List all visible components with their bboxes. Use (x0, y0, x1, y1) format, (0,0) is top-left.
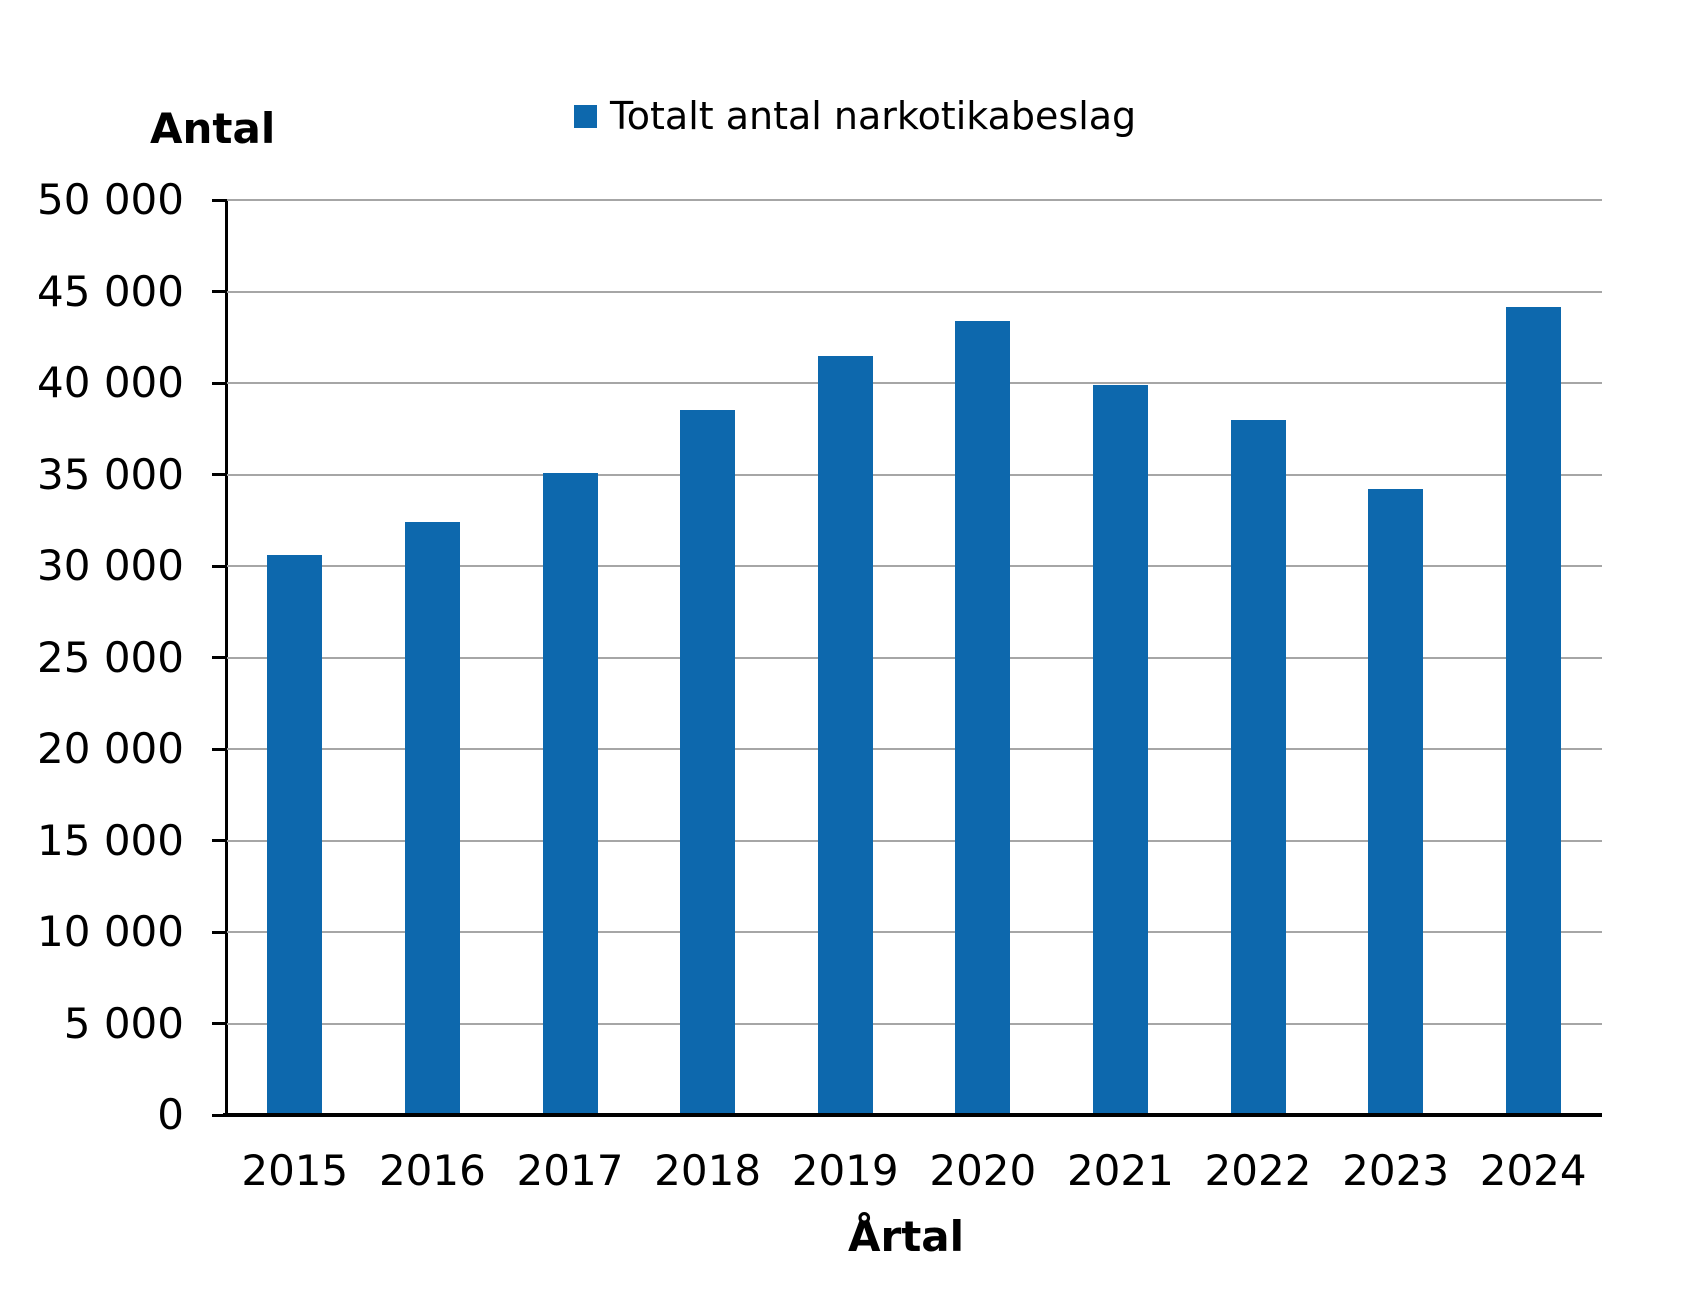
y-tick-label: 40 000 (37, 358, 184, 407)
bar-2021 (1092, 384, 1148, 1115)
y-tick-label: 20 000 (37, 724, 184, 773)
bar-2020 (955, 320, 1011, 1115)
y-tick-label: 50 000 (37, 175, 184, 224)
y-tick-label: 5 000 (63, 998, 184, 1048)
bar-2016 (404, 522, 460, 1115)
legend-swatch-icon (574, 104, 597, 128)
x-tick-label: 2023 (1342, 1146, 1450, 1195)
gridline (226, 656, 1602, 659)
y-tick (212, 290, 227, 293)
y-tick-label: 15 000 (37, 815, 184, 865)
plot-area (212, 198, 1602, 1117)
legend: Totalt antal narkotikabeslag (574, 92, 1136, 140)
x-axis-line (223, 1113, 1602, 1117)
gridline (226, 748, 1602, 750)
bar-2018 (680, 410, 736, 1115)
gridline (226, 199, 1602, 201)
y-tick (212, 1022, 227, 1025)
gridline (226, 473, 1602, 476)
y-tick (212, 839, 227, 842)
legend-label: Totalt antal narkotikabeslag (610, 94, 1137, 138)
y-tick-label: 45 000 (37, 266, 184, 316)
bar-2023 (1368, 489, 1424, 1115)
gridline (226, 565, 1602, 567)
bar-2015 (267, 555, 323, 1115)
gridline (226, 1022, 1602, 1025)
bar-2024 (1505, 307, 1561, 1115)
y-tick-label: 0 (157, 1090, 184, 1139)
y-axis-title: Antal (150, 104, 276, 153)
x-tick-label: 2024 (1479, 1146, 1587, 1195)
x-tick-label: 2019 (791, 1146, 899, 1195)
bar-2019 (817, 355, 873, 1115)
x-tick-label: 2021 (1066, 1146, 1174, 1195)
gridline (226, 290, 1602, 293)
x-tick-label: 2016 (378, 1146, 486, 1195)
y-tick (212, 656, 227, 659)
x-tick-label: 2015 (241, 1146, 349, 1195)
gridline (226, 382, 1602, 384)
y-tick (212, 747, 227, 751)
x-axis-title: Årtal (847, 1212, 965, 1261)
y-tick-label: 10 000 (37, 907, 184, 956)
x-tick-label: 2017 (516, 1146, 624, 1195)
x-tick-label: 2020 (929, 1146, 1037, 1195)
y-tick (212, 930, 227, 934)
y-tick (212, 564, 227, 568)
bar-2022 (1230, 419, 1286, 1115)
y-tick (212, 473, 227, 476)
gridline (226, 931, 1602, 933)
y-tick-label: 35 000 (37, 449, 184, 499)
bar-2017 (542, 472, 598, 1115)
y-tick-label: 30 000 (37, 541, 184, 590)
gridline (226, 839, 1602, 842)
y-tick (212, 198, 227, 202)
x-tick-label: 2022 (1204, 1146, 1312, 1195)
x-tick-label: 2018 (654, 1146, 762, 1195)
y-tick-label: 25 000 (37, 632, 184, 682)
y-tick (212, 1113, 227, 1117)
y-tick (212, 381, 227, 385)
